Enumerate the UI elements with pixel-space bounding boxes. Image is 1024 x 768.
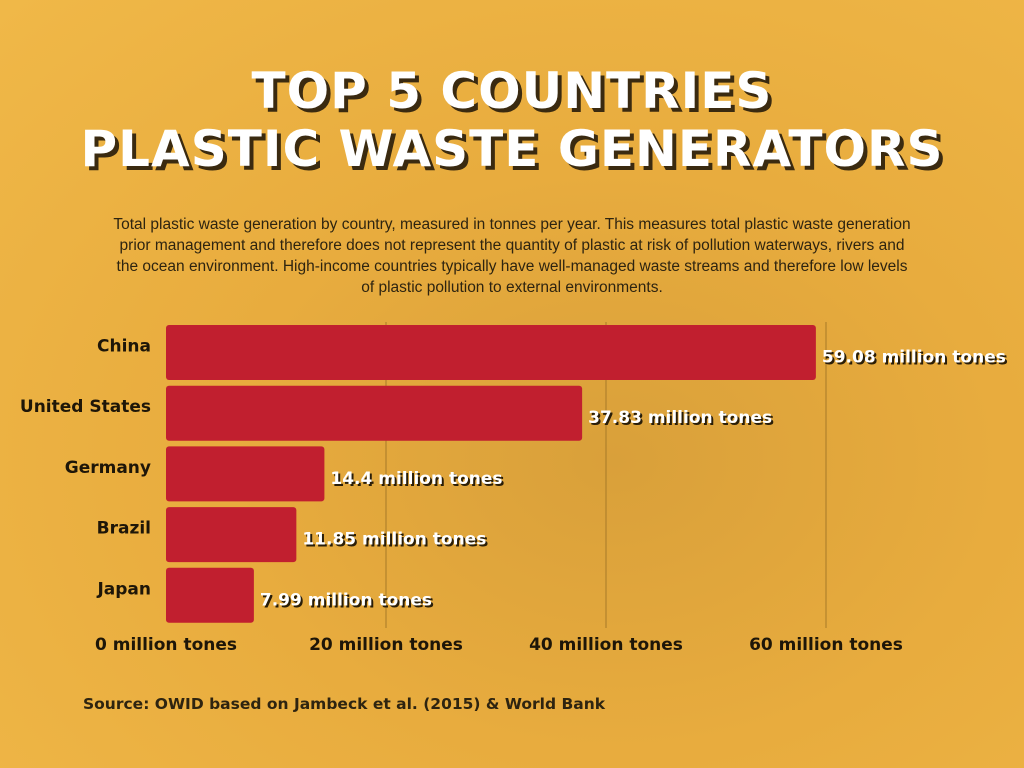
value-label: 59.08 million tones [822, 348, 1006, 368]
subtitle: Total plastic waste generation by countr… [113, 216, 911, 296]
value-label-shadow: 14.4 million tones [332, 471, 504, 491]
category-label: United States [20, 397, 151, 417]
bar [166, 385, 583, 441]
value-label: 14.4 million tones [330, 469, 502, 489]
value-label-shadow: 7.99 million tones [262, 592, 434, 612]
value-label-shadow: 11.85 million tones [304, 532, 488, 552]
category-label: Japan [96, 579, 151, 599]
category-label: China [97, 337, 151, 357]
bar [166, 446, 325, 502]
source: Source: OWID based on Jambeck et al. (20… [83, 695, 606, 713]
bar [166, 507, 297, 563]
value-label: 7.99 million tones [260, 590, 432, 610]
title-line: TOP 5 COUNTRIES [251, 62, 773, 120]
x-tick-label: 40 million tones [529, 635, 683, 655]
x-tick-label: 0 million tones [95, 635, 237, 655]
x-tick-label: 60 million tones [749, 635, 903, 655]
value-label-shadow: 37.83 million tones [590, 410, 774, 430]
title-line: PLASTIC WASTE GENERATORS [80, 120, 944, 178]
value-label-shadow: 59.08 million tones [824, 350, 1008, 370]
category-label: Germany [65, 458, 151, 478]
bar [166, 567, 254, 623]
value-label: 11.85 million tones [302, 530, 486, 550]
x-tick-label: 20 million tones [309, 635, 463, 655]
value-label: 37.83 million tones [588, 408, 772, 428]
category-label: Brazil [97, 519, 151, 539]
bar [166, 325, 816, 380]
